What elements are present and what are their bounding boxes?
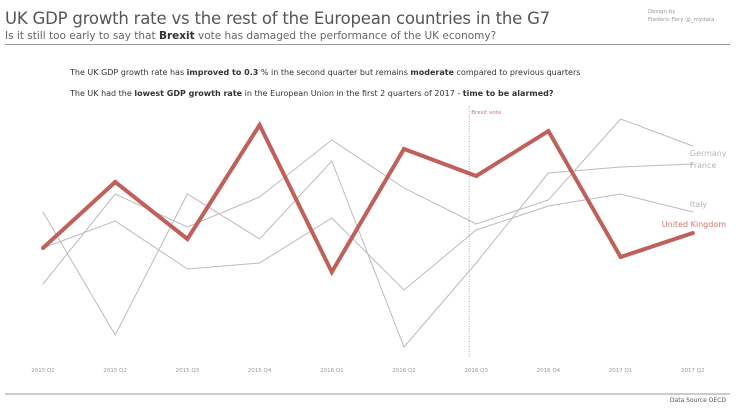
data-point-france xyxy=(331,160,333,162)
x-tick-label: 2016 Q1 xyxy=(320,368,344,374)
x-tick-label: 2015 Q3 xyxy=(176,368,200,374)
note-bold: improved to 0.3 xyxy=(186,68,259,77)
data-point-italy xyxy=(186,268,188,270)
data-source: Data Source OECD xyxy=(669,397,726,404)
x-tick-label: 2016 Q3 xyxy=(464,368,488,374)
series-label-italy: Italy xyxy=(690,200,708,209)
data-point-france xyxy=(259,238,261,240)
data-point-germany xyxy=(42,283,44,285)
data-point-france xyxy=(620,166,622,168)
data-point-france xyxy=(475,262,477,264)
subtitle-text: Is it still too early to say that xyxy=(5,30,159,42)
data-point-united-kingdom xyxy=(690,231,695,235)
data-point-germany xyxy=(186,226,188,228)
credit-line: Design by xyxy=(648,9,676,15)
data-point-germany xyxy=(620,118,622,120)
x-tick-label: 2015 Q1 xyxy=(31,368,55,374)
credit: Design by Frederic Fery @_mydata xyxy=(648,8,715,24)
credit-line: Frederic Fery @_mydata xyxy=(648,17,715,23)
data-point-united-kingdom xyxy=(257,123,262,127)
data-point-italy xyxy=(547,205,549,207)
note-1: The UK GDP growth rate has improved to 0… xyxy=(70,68,580,77)
data-point-united-kingdom xyxy=(113,180,118,184)
subtitle-text: vote has damaged the performance of the … xyxy=(194,30,497,42)
brexit-vote-label: Brexit vote xyxy=(471,110,502,116)
series-label-united-kingdom: United Kingdom xyxy=(662,220,726,229)
data-point-france xyxy=(403,346,405,348)
page-subtitle: Is it still too early to say that Brexit… xyxy=(5,30,496,42)
data-point-france xyxy=(186,193,188,195)
header-divider xyxy=(5,44,730,45)
data-point-france xyxy=(42,211,44,213)
note-text: % in the second quarter but remains xyxy=(258,68,411,77)
data-point-italy xyxy=(259,262,261,264)
data-point-italy xyxy=(475,229,477,231)
data-point-france xyxy=(547,172,549,174)
data-point-united-kingdom xyxy=(41,246,45,250)
x-tick-label: 2017 Q2 xyxy=(681,368,705,374)
data-point-italy xyxy=(403,289,405,291)
x-tick-label: 2016 Q4 xyxy=(537,368,561,374)
note-text: The UK GDP growth rate has xyxy=(70,68,187,77)
series-label-france: France xyxy=(690,161,717,170)
data-point-france xyxy=(692,163,694,165)
note-bold: moderate xyxy=(410,68,454,77)
note-text: in the European Union in the first 2 qua… xyxy=(242,89,463,98)
data-point-germany xyxy=(692,145,694,147)
data-point-germany xyxy=(403,187,405,189)
data-point-united-kingdom xyxy=(474,174,479,178)
series-line-united-kingdom xyxy=(41,120,694,277)
data-point-germany xyxy=(114,193,116,195)
note-2: The UK had the lowest GDP growth rate in… xyxy=(70,89,554,98)
data-point-italy xyxy=(331,217,333,219)
data-point-italy xyxy=(692,211,694,213)
x-tick-label: 2017 Q1 xyxy=(609,368,633,374)
data-point-united-kingdom xyxy=(618,255,623,259)
data-point-united-kingdom xyxy=(329,270,334,274)
data-point-germany xyxy=(547,199,549,201)
footer-divider xyxy=(5,393,730,395)
data-point-united-kingdom xyxy=(185,237,190,241)
x-tick-label: 2015 Q2 xyxy=(103,368,127,374)
series-label-germany: Germany xyxy=(690,149,727,158)
x-tick-label: 2016 Q2 xyxy=(392,368,416,374)
series-line-italy xyxy=(42,193,693,291)
data-point-italy xyxy=(114,220,116,222)
data-point-united-kingdom xyxy=(402,147,406,151)
data-point-germany xyxy=(259,196,261,198)
note-bold: time to be alarmed? xyxy=(462,89,554,98)
data-point-germany xyxy=(331,139,333,141)
data-point-germany xyxy=(475,223,477,225)
note-bold: lowest GDP growth rate xyxy=(134,89,243,98)
subtitle-bold: Brexit xyxy=(158,30,195,42)
data-point-united-kingdom xyxy=(546,129,551,133)
data-point-italy xyxy=(620,193,622,195)
note-text: compared to previous quarters xyxy=(453,68,581,77)
page-title: UK GDP growth rate vs the rest of the Eu… xyxy=(5,9,550,28)
x-tick-label: 2015 Q4 xyxy=(248,368,272,374)
note-text: The UK had the xyxy=(70,89,135,98)
data-point-france xyxy=(114,334,116,336)
